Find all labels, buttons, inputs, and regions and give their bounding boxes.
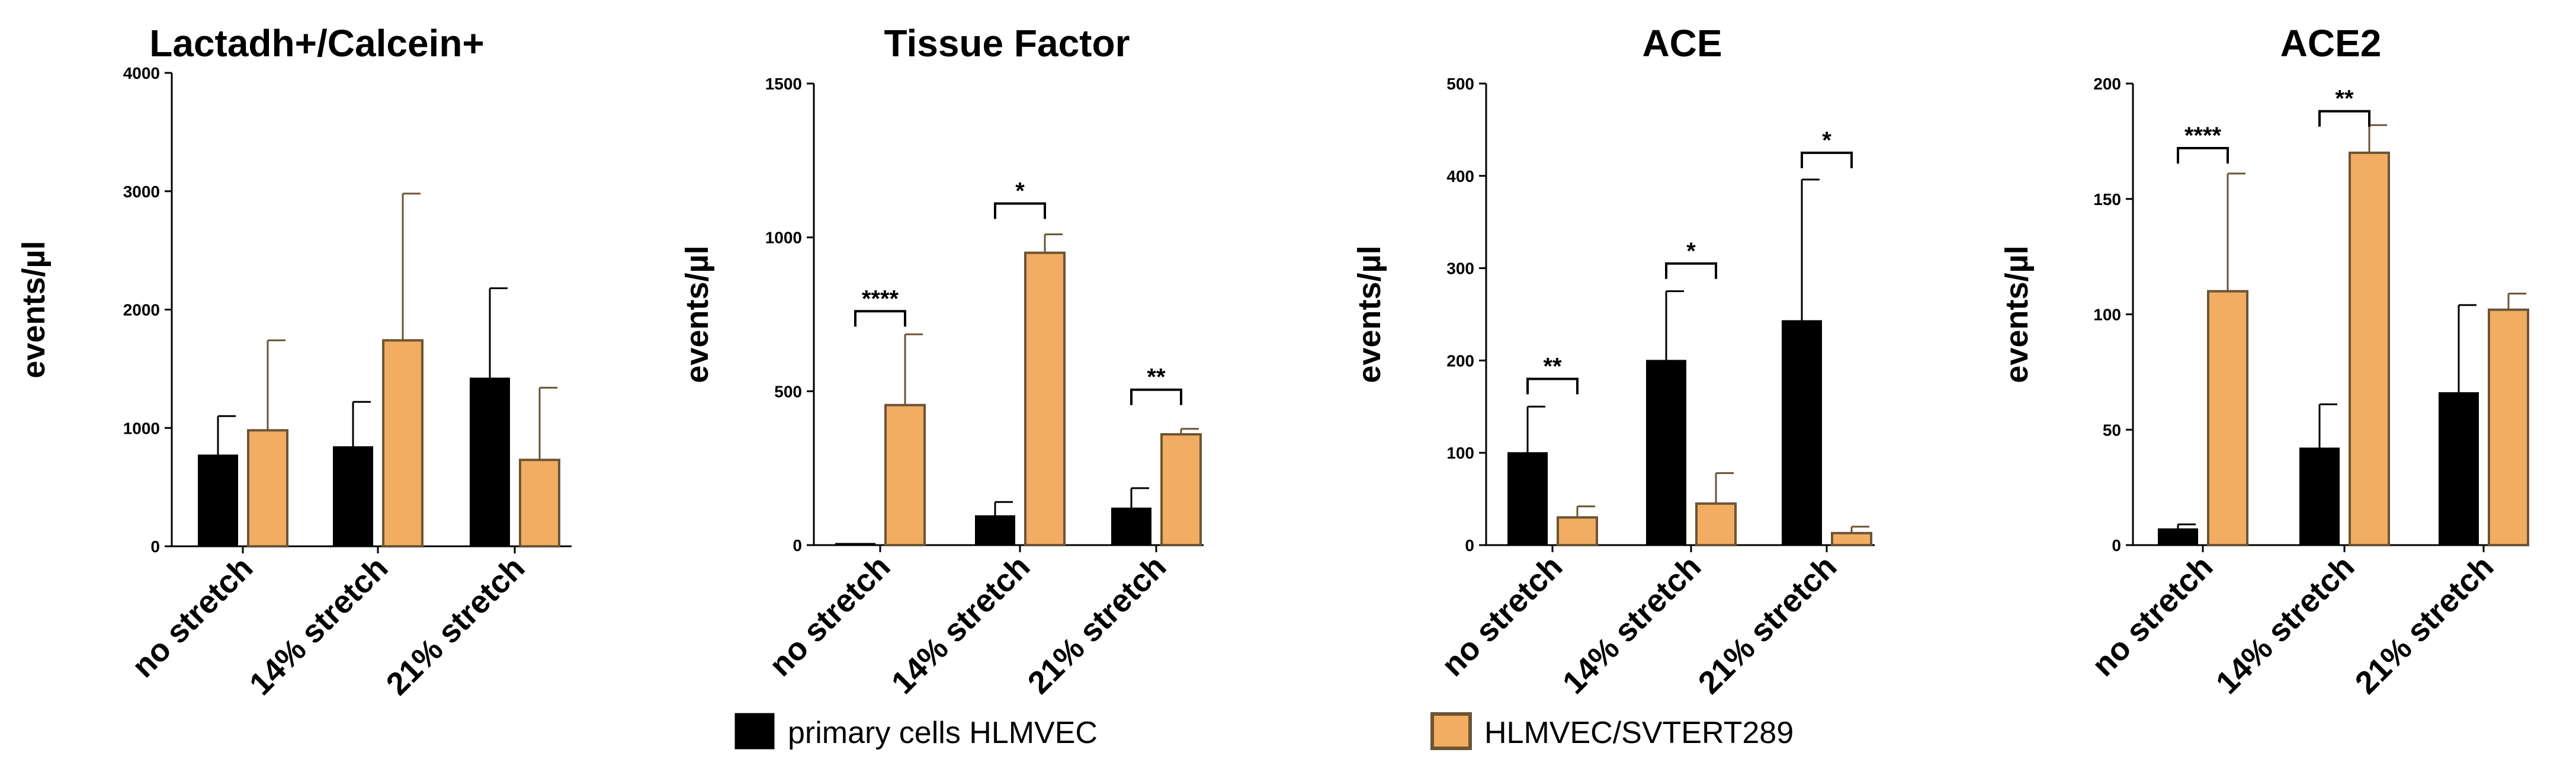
bar-svtert	[1557, 516, 1598, 547]
x-category-label: no stretch	[762, 549, 897, 683]
significance-bracket	[1801, 151, 1853, 168]
bar-svtert	[1831, 531, 1872, 546]
bar-svtert	[884, 403, 926, 546]
significance-bracket	[994, 202, 1046, 219]
significance-label: ****	[862, 286, 899, 312]
x-category-label: 14% stretch	[2209, 549, 2362, 701]
chart-2: Tissue Factor events/µl 0 500 1000 1500 no str…	[679, 22, 1204, 701]
bar-primary	[333, 446, 373, 547]
y-tick-label: 150	[2093, 190, 2121, 209]
bar-primary	[975, 515, 1015, 546]
chart-3: ACE events/µl 0 100 200 300 400 500 no stretch14…	[1352, 22, 1875, 701]
x-category-label: 21% stretch	[380, 550, 532, 702]
legend: primary cells HLMVEC HLMVEC/SVTERT289	[734, 712, 1794, 750]
significance-label: *	[1686, 238, 1696, 264]
y-tick-label: 0	[2112, 536, 2121, 555]
y-tick-label: 3000	[123, 182, 160, 201]
significance-label: **	[1147, 364, 1166, 390]
significance-bracket	[2177, 147, 2229, 164]
y-tick-label: 300	[1446, 260, 1474, 278]
bar-primary	[835, 543, 875, 546]
bar-svtert	[1160, 433, 1202, 546]
bar-primary	[470, 377, 510, 547]
y-tick-label: 200	[1446, 351, 1474, 370]
significance-bracket	[1130, 388, 1182, 405]
y-tick-label: 500	[1446, 75, 1474, 93]
y-tick-label: 50	[2103, 421, 2121, 439]
bar-svtert	[2207, 290, 2248, 546]
x-category-label: 21% stretch	[1021, 549, 1173, 701]
chart-title: Tissue Factor	[884, 22, 1130, 65]
x-category-label: 14% stretch	[1556, 549, 1708, 701]
significance-bracket	[854, 310, 906, 327]
legend-label-primary: primary cells HLMVEC	[788, 716, 1098, 750]
y-tick-label: 1000	[765, 229, 802, 247]
significance-bracket	[2318, 110, 2370, 127]
x-category-label: no stretch	[1435, 549, 1569, 683]
bar-svtert	[382, 339, 424, 547]
x-category-label: 14% stretch	[243, 550, 395, 702]
y-tick-label: 0	[150, 537, 160, 556]
significance-label: ****	[2184, 123, 2222, 149]
bar-svtert	[1695, 502, 1737, 547]
bar-primary	[1782, 320, 1822, 546]
y-axis-label: events/µl	[1352, 245, 1387, 383]
bar-svtert	[247, 429, 288, 547]
y-tick-label: 1000	[123, 419, 160, 437]
bar-primary	[2299, 447, 2340, 546]
y-tick-label: 0	[1465, 536, 1474, 555]
bar-primary	[198, 454, 238, 547]
y-tick-label: 200	[2093, 75, 2121, 93]
chart-title: ACE2	[2280, 22, 2382, 65]
significance-label: *	[1822, 127, 1831, 153]
y-tick-label: 100	[1446, 444, 1474, 462]
legend-label-svtert: HLMVEC/SVTERT289	[1484, 716, 1794, 750]
significance-bracket	[1526, 377, 1579, 395]
bar-primary	[1646, 360, 1686, 546]
charts-container: Lactadh+/Calcein+events/µl01000200030004…	[16, 22, 2529, 702]
bar-svtert	[519, 459, 560, 547]
significance-label: **	[2335, 86, 2354, 112]
y-axis-label: events/µl	[16, 241, 52, 378]
chart-title: ACE	[1642, 22, 1722, 65]
y-tick-label: 1500	[765, 75, 802, 93]
bar-svtert	[2349, 151, 2390, 547]
y-tick-label: 400	[1446, 167, 1474, 185]
bar-primary	[2439, 392, 2479, 546]
x-category-label: no stretch	[125, 550, 259, 684]
bar-primary	[2158, 528, 2198, 546]
y-axis-label: events/µl	[679, 245, 715, 383]
significance-label: **	[1543, 354, 1562, 380]
bar-svtert	[2488, 308, 2529, 547]
y-tick-label: 4000	[123, 64, 160, 82]
bar-primary	[1111, 507, 1151, 546]
significance-label: *	[1015, 178, 1025, 204]
y-tick-label: 2000	[123, 301, 160, 319]
legend-item-svtert: HLMVEC/SVTERT289	[1430, 712, 1794, 750]
y-axis-label: events/µl	[1999, 245, 2035, 383]
significance-bracket	[1665, 262, 1717, 279]
legend-swatch-svtert	[1430, 712, 1472, 750]
legend-swatch-primary	[734, 713, 775, 750]
legend-item-primary: primary cells HLMVEC	[734, 713, 1098, 750]
x-category-label: 21% stretch	[1692, 549, 1844, 701]
chart-title: Lactadh+/Calcein+	[149, 22, 485, 65]
bar-primary	[1507, 452, 1548, 546]
y-tick-label: 500	[774, 382, 802, 401]
y-tick-label: 0	[793, 536, 802, 555]
y-tick-label: 100	[2093, 306, 2121, 324]
x-category-label: no stretch	[2085, 549, 2219, 683]
bar-svtert	[1024, 251, 1066, 546]
x-category-label: 21% stretch	[2349, 549, 2501, 701]
chart-1: Lactadh+/Calcein+ events/µl 0 1000 2000 3000 4…	[16, 22, 572, 702]
x-category-label: 14% stretch	[885, 549, 1037, 701]
